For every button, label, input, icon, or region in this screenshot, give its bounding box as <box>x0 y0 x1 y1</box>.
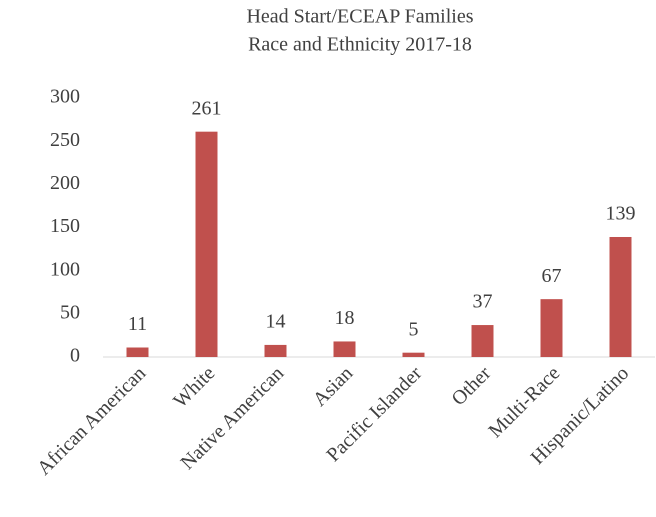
y-tick-label: 150 <box>50 215 80 237</box>
x-tick-label: White <box>169 362 219 412</box>
data-label: 11 <box>128 313 147 335</box>
y-tick-label: 50 <box>60 301 80 323</box>
data-label: 261 <box>192 97 222 119</box>
data-label: 5 <box>409 318 419 340</box>
y-tick-label: 200 <box>50 172 80 194</box>
bar <box>471 325 494 357</box>
bar <box>264 344 287 357</box>
x-tick-label: African American <box>33 362 150 479</box>
data-label: 37 <box>473 291 493 313</box>
bar <box>333 341 356 357</box>
data-label: 139 <box>606 203 636 225</box>
y-tick-label: 250 <box>50 129 80 151</box>
bar <box>609 236 632 357</box>
bar <box>195 131 218 357</box>
x-tick-label: Other <box>448 362 496 410</box>
y-tick-label: 0 <box>70 345 80 367</box>
data-label: 18 <box>335 307 355 329</box>
bar <box>540 299 563 357</box>
chart-title: Head Start/ECEAP Families <box>246 6 473 28</box>
bar <box>402 352 425 357</box>
y-tick-label: 300 <box>50 86 80 108</box>
bar <box>126 347 149 357</box>
data-label: 67 <box>542 265 562 287</box>
y-tick-label: 100 <box>50 258 80 280</box>
x-tick-label: Asian <box>309 362 358 411</box>
chart-title: Race and Ethnicity 2017-18 <box>248 34 472 56</box>
data-label: 14 <box>266 311 286 333</box>
